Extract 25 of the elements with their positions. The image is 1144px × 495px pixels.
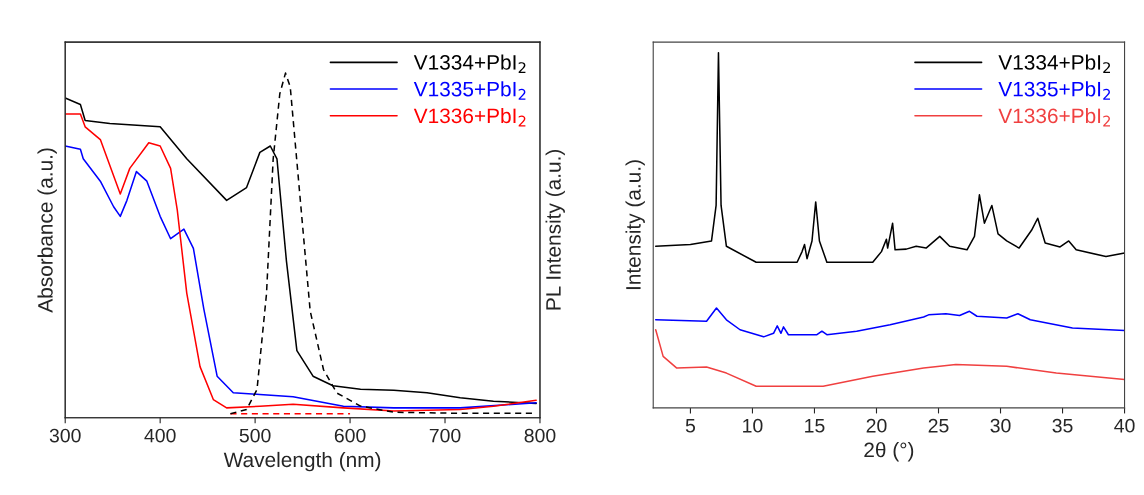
x-axis-title: Wavelength (nm) bbox=[223, 451, 381, 472]
x-tick-label: 35 bbox=[1052, 418, 1073, 433]
x-tick-label: 800 bbox=[524, 428, 556, 443]
x-tick-label: 30 bbox=[990, 418, 1011, 433]
y-axis-title: Absorbance (a.u.) bbox=[37, 148, 57, 313]
legend-label: V1336+PbI$_{2}$ bbox=[998, 107, 1110, 127]
legend-label: V1335+PbI$_{2}$ bbox=[998, 81, 1110, 100]
x-tick-label: 15 bbox=[805, 419, 825, 433]
y2-axis-title: PL Intensity (a.u.) bbox=[545, 149, 565, 310]
x-tick-label: 10 bbox=[743, 418, 763, 433]
legend-label: V1336+PbI$_{2}$ bbox=[413, 107, 526, 127]
x-tick-label: 600 bbox=[334, 428, 366, 443]
x-tick-label: 5 bbox=[685, 419, 696, 433]
legend-label: V1335+PbI$_{2}$ bbox=[413, 81, 526, 100]
x-axis-title: 2θ (°) bbox=[864, 441, 914, 462]
x-tick-label: 700 bbox=[429, 428, 461, 443]
legend-label: V1334+PbI$_{2}$ bbox=[998, 54, 1110, 73]
x-tick-label: 300 bbox=[49, 428, 81, 443]
y-axis-title: Intensity (a.u.) bbox=[625, 160, 645, 290]
x-tick-label: 20 bbox=[866, 418, 887, 433]
x-tick-label: 400 bbox=[144, 428, 176, 443]
x-tick-label: 40 bbox=[1114, 418, 1135, 433]
x-tick-label: 25 bbox=[928, 418, 949, 433]
x-tick-label: 500 bbox=[239, 428, 271, 443]
legend-label: V1334+PbI$_{2}$ bbox=[413, 54, 526, 73]
